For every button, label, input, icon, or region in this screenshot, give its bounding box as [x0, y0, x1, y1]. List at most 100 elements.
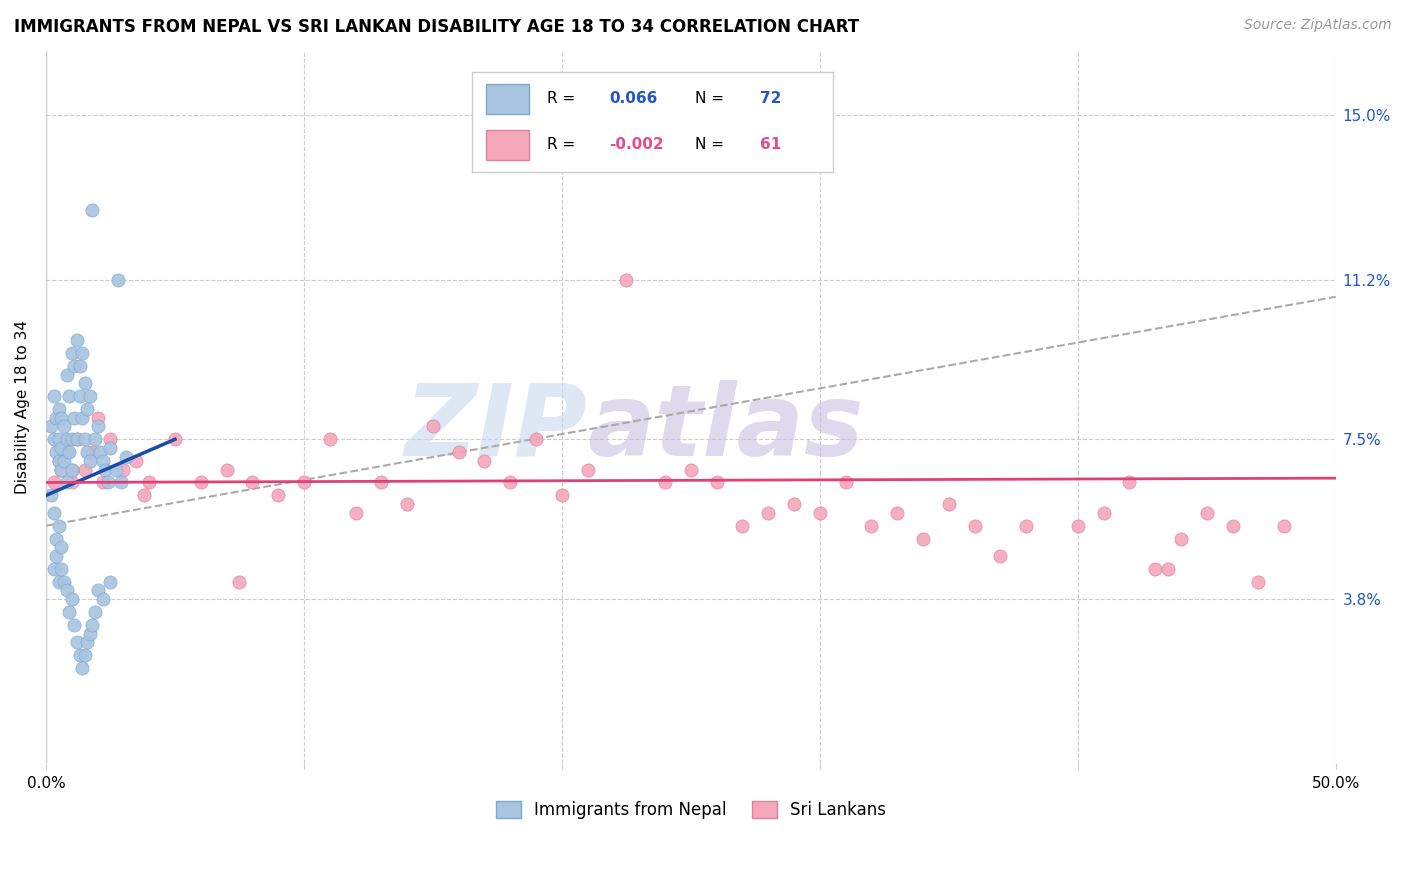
Point [988, 549, 1011, 563]
Point [860, 518, 883, 533]
Point [76, 402, 98, 417]
Point [1067, 518, 1090, 533]
Point [756, 506, 779, 520]
Point [422, 419, 444, 434]
Point [1195, 506, 1218, 520]
Point [55, 475, 77, 490]
Point [82, 618, 104, 632]
Point [706, 475, 728, 490]
Point [1144, 562, 1167, 576]
Point [551, 488, 574, 502]
Point [91, 592, 114, 607]
Point [344, 506, 367, 520]
Point [654, 475, 676, 490]
Point [66, 333, 89, 347]
Point [51, 540, 73, 554]
Point [112, 462, 135, 476]
Point [55, 583, 77, 598]
Point [58, 605, 80, 619]
Point [731, 518, 754, 533]
Point [55, 432, 77, 446]
Point [73, 432, 96, 446]
Point [886, 506, 908, 520]
Point [60, 462, 83, 476]
Point [1170, 532, 1192, 546]
Point [86, 419, 108, 434]
Point [79, 389, 101, 403]
Point [94, 462, 117, 476]
Point [163, 432, 186, 446]
Point [1222, 518, 1244, 533]
Legend: Immigrants from Nepal, Sri Lankans: Immigrants from Nepal, Sri Lankans [489, 795, 893, 826]
Point [138, 475, 160, 490]
Point [91, 454, 114, 468]
Point [69, 648, 91, 663]
Point [84, 605, 107, 619]
Point [100, 432, 122, 446]
Point [1015, 518, 1038, 533]
Point [60, 592, 83, 607]
Point [396, 497, 419, 511]
Point [602, 152, 624, 166]
Point [51, 462, 73, 476]
Point [63, 359, 86, 373]
Point [42, 562, 65, 576]
Point [60, 475, 83, 490]
Point [70, 410, 93, 425]
Point [53, 419, 76, 434]
Point [834, 475, 856, 490]
Point [370, 475, 392, 490]
Point [58, 445, 80, 459]
Point [42, 506, 65, 520]
Point [53, 454, 76, 468]
Point [614, 272, 637, 286]
Point [51, 562, 73, 576]
Point [86, 410, 108, 425]
Point [82, 445, 104, 459]
Point [48, 432, 70, 446]
Point [115, 450, 138, 464]
Point [1118, 475, 1140, 490]
Point [66, 432, 89, 446]
Point [55, 368, 77, 382]
Y-axis label: Disability Age 18 to 34: Disability Age 18 to 34 [15, 320, 30, 494]
Point [60, 346, 83, 360]
Point [39, 488, 62, 502]
Point [1247, 574, 1270, 589]
Point [45, 410, 67, 425]
Point [104, 462, 127, 476]
Point [42, 389, 65, 403]
Text: ZIP: ZIP [405, 380, 588, 477]
Point [39, 419, 62, 434]
Point [132, 488, 155, 502]
Point [86, 583, 108, 598]
Point [51, 410, 73, 425]
Point [576, 462, 599, 476]
Point [91, 475, 114, 490]
Point [73, 462, 96, 476]
Point [1157, 562, 1180, 576]
Point [911, 532, 934, 546]
Point [319, 432, 342, 446]
Point [125, 454, 148, 468]
Point [110, 475, 132, 490]
Point [938, 497, 960, 511]
Point [45, 532, 67, 546]
Point [53, 574, 76, 589]
Point [70, 661, 93, 675]
Point [447, 445, 470, 459]
Point [100, 574, 122, 589]
Text: IMMIGRANTS FROM NEPAL VS SRI LANKAN DISABILITY AGE 18 TO 34 CORRELATION CHART: IMMIGRANTS FROM NEPAL VS SRI LANKAN DISA… [14, 18, 859, 36]
Point [292, 475, 315, 490]
Point [42, 475, 65, 490]
Point [228, 574, 250, 589]
Point [48, 454, 70, 468]
Point [240, 475, 263, 490]
Point [1272, 518, 1295, 533]
Point [48, 518, 70, 533]
Point [45, 549, 67, 563]
Point [63, 410, 86, 425]
Point [82, 203, 104, 218]
Point [45, 445, 67, 459]
Point [679, 462, 702, 476]
